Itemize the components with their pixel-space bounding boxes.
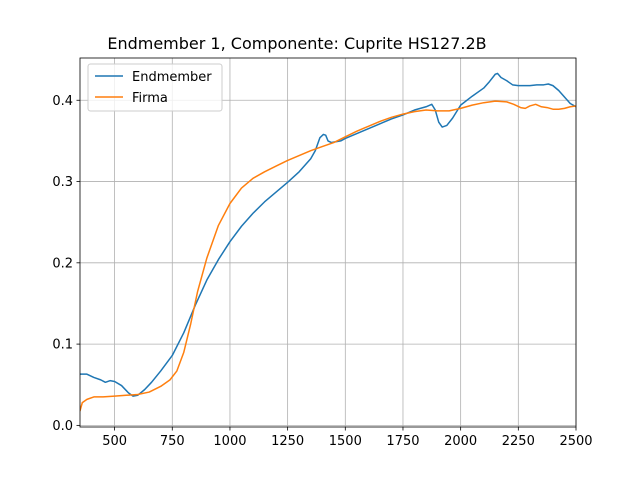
x-tick-label: 750 [160, 434, 185, 449]
legend: Endmember Firma [87, 63, 223, 112]
x-tick-label: 500 [102, 434, 127, 449]
ticks: 500 750 1000 1250 1500 1750 2000 2250 2500 0.0 0.1… [52, 94, 592, 449]
series-layer [80, 72, 576, 412]
x-tick-label: 2000 [444, 434, 477, 449]
chart-title: Endmember 1, Componente: Cuprite HS127.2… [107, 34, 486, 53]
plot-frame [79, 57, 577, 428]
y-tick-label: 0.4 [52, 94, 73, 109]
y-tick-label: 0.2 [52, 256, 73, 271]
legend-label: Endmember [132, 70, 212, 85]
x-tick-label: 1250 [271, 434, 304, 449]
y-tick-label: 0.1 [52, 338, 73, 353]
x-tick-label: 1000 [213, 434, 246, 449]
x-tick-label: 2500 [559, 434, 592, 449]
series-line-firma [80, 100, 576, 412]
legend-label: Firma [132, 91, 168, 106]
y-tick-label: 0.0 [52, 419, 73, 434]
x-tick-label: 1750 [386, 434, 419, 449]
y-tick-label: 0.3 [52, 175, 73, 190]
series-line-endmember [80, 72, 576, 397]
x-tick-label: 1500 [329, 434, 362, 449]
x-tick-label: 2250 [502, 434, 535, 449]
